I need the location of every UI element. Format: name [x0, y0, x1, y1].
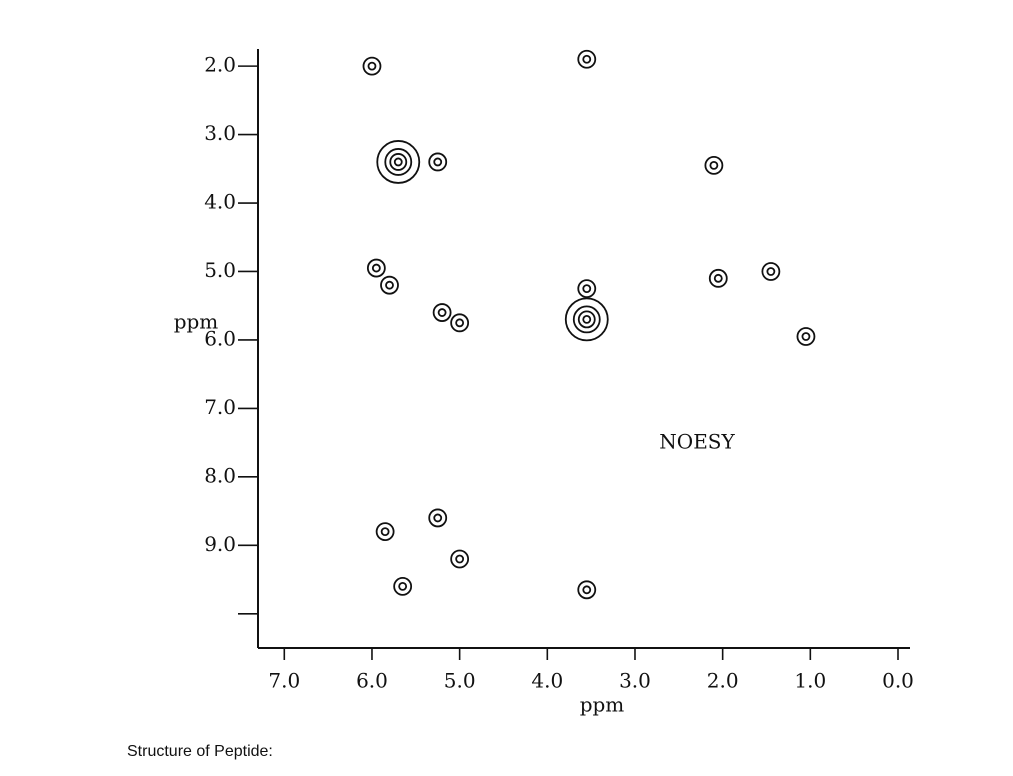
y-tick-label: 3.0 [204, 121, 236, 145]
noesy-peak-ring [709, 160, 719, 170]
noesy-peak-ring [371, 263, 381, 273]
y-axis-label: ppm [174, 310, 219, 334]
noesy-peak-ring [393, 157, 403, 167]
x-tick-label: 5.0 [444, 669, 476, 693]
y-tick-label: 9.0 [204, 532, 236, 556]
x-axis-label: ppm [580, 693, 625, 717]
noesy-peak-ring [367, 61, 377, 71]
annotation: NOESY [659, 430, 735, 454]
y-tick-label: 6.0 [204, 326, 236, 350]
noesy-peak-ring [362, 56, 382, 76]
noesy-peak-ring [766, 267, 776, 276]
y-tick-label: 2.0 [204, 53, 236, 77]
x-tick-label: 6.0 [356, 669, 388, 693]
noesy-peak-ring [380, 527, 390, 537]
noesy-peak-ring [428, 508, 448, 528]
noesy-peak-ring [455, 318, 465, 328]
x-tick-label: 4.0 [531, 669, 563, 693]
noesy-peak-ring [708, 268, 728, 288]
x-tick-label: 2.0 [707, 669, 739, 693]
noesy-peak-ring [796, 327, 816, 346]
noesy-peak-ring [713, 273, 723, 283]
noesy-peak-ring [801, 332, 811, 341]
noesy-peak-ring [433, 157, 443, 167]
noesy-peak-ring [564, 297, 609, 342]
noesy-peak-ring [398, 581, 408, 591]
noesy-peak-ring [450, 549, 470, 569]
x-tick-label: 0.0 [882, 669, 914, 693]
noesy-peak-ring [384, 148, 413, 176]
noesy-peak-ring [432, 303, 452, 322]
noesy-peak-ring [577, 279, 597, 299]
noesy-peak-ring [437, 308, 447, 317]
noesy-peak-ring [582, 585, 592, 595]
noesy-peak-ring [577, 310, 596, 329]
y-tick-label: 4.0 [204, 190, 236, 214]
noesy-peak-ring [375, 522, 395, 542]
noesy-peak-ring [450, 313, 470, 333]
noesy-peak-ring [577, 580, 597, 600]
x-tick-label: 3.0 [619, 669, 651, 693]
noesy-peak-ring [582, 284, 592, 294]
y-tick-label: 7.0 [204, 395, 236, 419]
noesy-peak-ring [376, 140, 421, 184]
noesy-peak-ring [428, 152, 448, 172]
noesy-peak-ring [455, 554, 465, 564]
noesy-peak-ring [380, 275, 399, 295]
noesy-peak-ring [761, 262, 781, 281]
noesy-peak-ring [393, 576, 413, 596]
noesy-peak-ring [366, 258, 386, 278]
noesy-peak-ring [582, 315, 592, 324]
noesy-peak-ring [385, 280, 394, 290]
noesy-peak-ring [389, 153, 408, 171]
y-tick-label: 8.0 [204, 463, 236, 487]
x-tick-label: 7.0 [268, 669, 300, 693]
x-tick-label: 1.0 [794, 669, 826, 693]
noesy-peak-ring [577, 49, 597, 69]
noesy-peak-ring [582, 54, 592, 64]
footer-text: Structure of Peptide: [127, 743, 273, 760]
noesy-peak-ring [433, 513, 443, 523]
y-tick-label: 5.0 [204, 258, 236, 282]
noesy-peak-ring [704, 155, 724, 175]
noesy-peak-ring [572, 305, 601, 334]
